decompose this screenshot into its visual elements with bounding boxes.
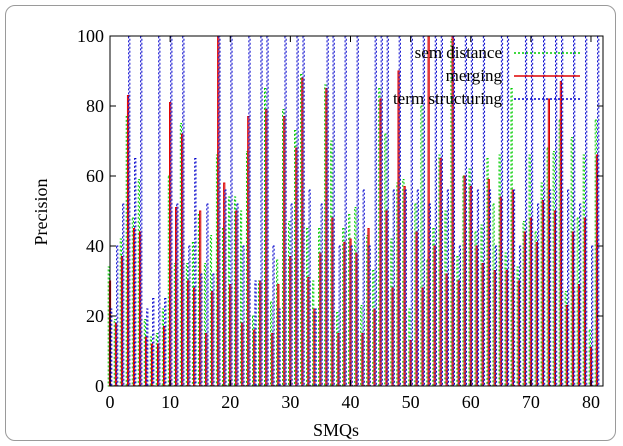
bar — [457, 280, 460, 387]
bar — [504, 252, 507, 387]
x-tick-label: 40 — [341, 392, 359, 412]
chart-frame — [5, 5, 616, 441]
x-tick-label: 80 — [582, 392, 600, 412]
bar — [206, 203, 209, 387]
bar — [122, 203, 125, 387]
bar — [221, 228, 225, 387]
bar — [356, 35, 359, 387]
bar — [332, 35, 335, 387]
x-tick-label: 60 — [462, 392, 480, 412]
bar — [408, 308, 411, 387]
bar — [125, 116, 128, 387]
bar — [374, 35, 377, 387]
x-tick-label: 70 — [522, 392, 540, 412]
bar — [227, 196, 231, 387]
bar — [558, 119, 561, 387]
series-term-structuring — [110, 35, 600, 387]
bar — [290, 203, 293, 387]
bar — [474, 231, 477, 387]
bar — [229, 284, 232, 387]
bar — [577, 284, 581, 387]
y-tick-label: 20 — [86, 306, 104, 326]
legend-label: merging — [446, 66, 503, 85]
chart-bars — [107, 35, 600, 387]
bar — [155, 333, 158, 387]
y-tick-label: 60 — [86, 166, 104, 186]
bar — [320, 203, 323, 387]
bar — [181, 133, 184, 387]
x-tick-label: 30 — [281, 392, 299, 412]
y-tick-label: 40 — [86, 236, 104, 256]
bar — [253, 329, 256, 387]
bar — [506, 35, 510, 387]
y-tick-label: 80 — [86, 96, 104, 116]
x-axis-label: SMQs — [313, 420, 359, 440]
bar — [330, 140, 333, 387]
bar — [344, 35, 347, 387]
bar — [579, 203, 582, 387]
x-tick-label: 10 — [161, 392, 179, 412]
y-tick-label: 100 — [77, 26, 104, 46]
bar — [517, 280, 520, 387]
bar — [146, 308, 149, 387]
bar — [306, 228, 309, 387]
x-tick-label: 0 — [106, 392, 115, 412]
x-tick-label: 20 — [221, 392, 239, 412]
bar — [167, 175, 171, 387]
bar — [428, 203, 431, 387]
bar — [194, 158, 197, 387]
y-tick-label: 0 — [95, 376, 104, 396]
bar — [522, 221, 525, 387]
x-tick-label: 50 — [402, 392, 420, 412]
bar — [594, 119, 597, 387]
bar — [278, 308, 281, 387]
legend: sem distance merging term structuring — [393, 43, 580, 108]
bar — [176, 203, 179, 387]
bar — [233, 196, 237, 387]
legend-label: term structuring — [393, 89, 503, 108]
bar — [161, 308, 165, 387]
bar — [277, 284, 280, 387]
bar — [462, 175, 465, 387]
plot-area — [109, 35, 604, 387]
bar — [534, 231, 537, 387]
bar — [110, 308, 113, 387]
bar — [342, 228, 345, 387]
bar — [260, 35, 263, 387]
bar — [314, 308, 317, 387]
bar — [409, 340, 412, 387]
bar — [158, 35, 161, 387]
bar — [530, 35, 534, 387]
bar — [318, 228, 321, 387]
bar — [536, 203, 540, 387]
bar — [301, 77, 304, 387]
bar — [254, 280, 257, 387]
bar — [573, 35, 576, 387]
bar — [288, 221, 291, 387]
bar — [432, 228, 435, 387]
bar — [187, 280, 190, 387]
legend-label: sem distance — [415, 43, 502, 62]
bar — [324, 84, 327, 387]
y-axis-label: Precision — [31, 179, 51, 246]
axis-ticks: 0 10 20 30 40 50 60 70 80 0 20 40 60 80 100 — [77, 26, 603, 412]
bar — [282, 109, 285, 387]
bar — [236, 203, 239, 387]
bar — [524, 35, 528, 387]
bar — [565, 305, 569, 387]
bar — [585, 35, 588, 387]
bar — [140, 35, 143, 387]
bar — [230, 35, 233, 387]
